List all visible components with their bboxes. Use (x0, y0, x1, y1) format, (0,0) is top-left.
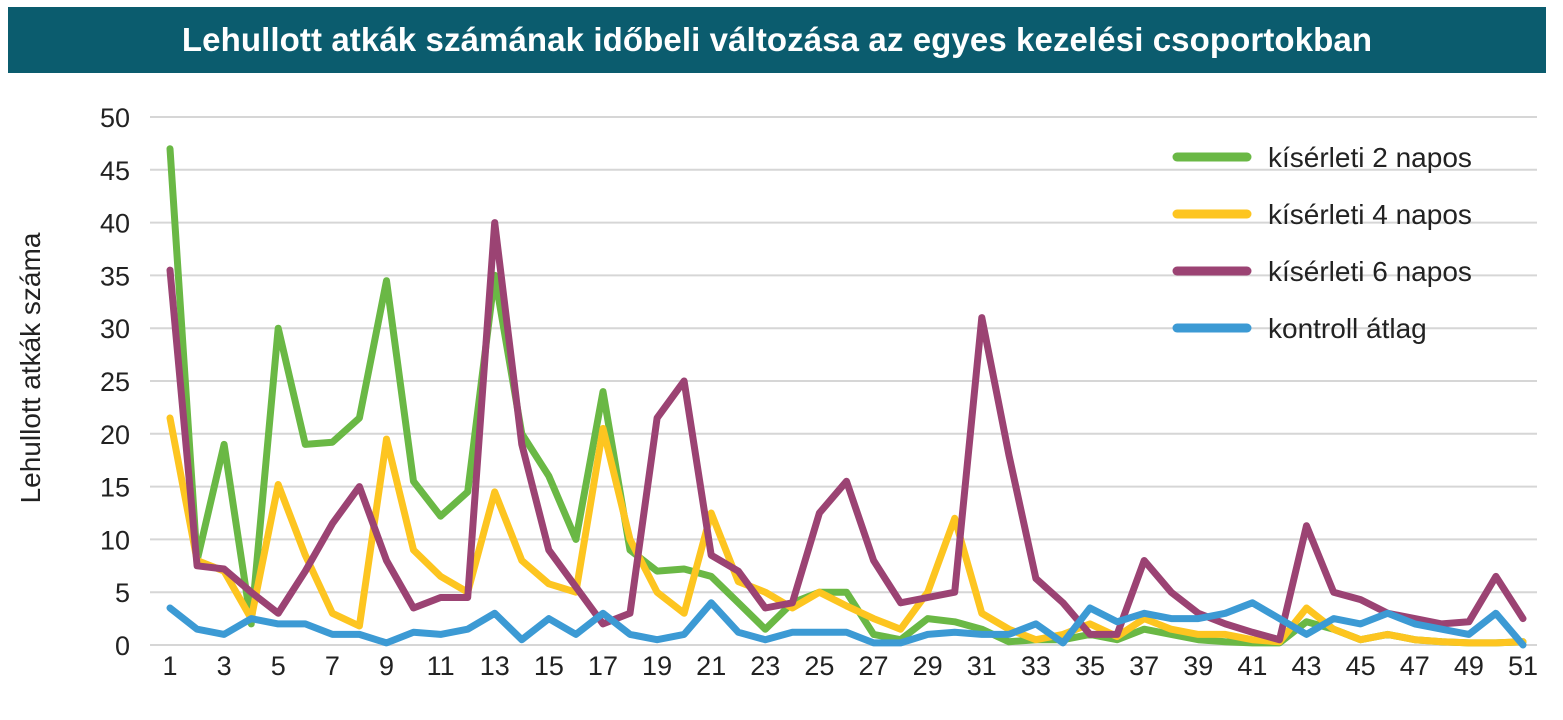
x-tick-label: 39 (1183, 651, 1213, 681)
chart-title: Lehullott atkák számának időbeli változá… (181, 21, 1373, 58)
x-tick-label: 41 (1237, 651, 1267, 681)
x-tick-label: 25 (804, 651, 834, 681)
x-tick-label: 23 (750, 651, 780, 681)
x-tick-label: 35 (1075, 651, 1105, 681)
y-tick-label: 15 (100, 473, 130, 503)
y-axis-ticks: 0 5 10 15 20 25 30 35 40 45 50 (100, 103, 130, 661)
y-tick-label: 25 (100, 367, 130, 397)
y-axis-label: Lehullott atkák száma (15, 232, 46, 503)
y-tick-label: 5 (115, 578, 130, 608)
x-tick-label: 21 (696, 651, 726, 681)
x-tick-label: 49 (1454, 651, 1484, 681)
x-tick-label: 27 (859, 651, 889, 681)
x-tick-label: 17 (588, 651, 618, 681)
x-tick-label: 47 (1400, 651, 1430, 681)
x-tick-label: 3 (217, 651, 232, 681)
x-tick-label: 43 (1291, 651, 1321, 681)
y-tick-label: 40 (100, 209, 130, 239)
legend: kísérleti 2 napos kísérleti 4 napos kísérl… (1172, 142, 1472, 344)
y-tick-label: 50 (100, 103, 130, 133)
legend-label: kísérleti 4 napos (1268, 199, 1472, 230)
legend-label: kontroll átlag (1268, 313, 1427, 344)
y-tick-label: 10 (100, 525, 130, 555)
y-tick-label: 45 (100, 156, 130, 186)
legend-label: kísérleti 6 napos (1268, 256, 1472, 287)
x-tick-label: 45 (1346, 651, 1376, 681)
x-tick-label: 31 (967, 651, 997, 681)
x-axis-ticks: 1 3 5 7 9 11 13 15 17 19 21 23 25 27 29 31 33 35 37 39 41 43 4… (162, 651, 1538, 681)
x-tick-label: 15 (534, 651, 564, 681)
x-tick-label: 37 (1129, 651, 1159, 681)
x-tick-label: 51 (1508, 651, 1538, 681)
grid-lines (150, 116, 1537, 646)
y-tick-label: 35 (100, 261, 130, 291)
x-tick-label: 13 (480, 651, 510, 681)
x-tick-label: 7 (325, 651, 340, 681)
x-tick-label: 11 (427, 651, 455, 681)
x-tick-label: 29 (913, 651, 943, 681)
x-tick-label: 9 (379, 651, 394, 681)
y-tick-label: 30 (100, 314, 130, 344)
chart-title-bar: Lehullott atkák számának időbeli változá… (8, 7, 1546, 73)
series-lines (166, 145, 1527, 649)
x-tick-label: 1 (162, 651, 177, 681)
series-line-2 (166, 414, 1527, 647)
x-tick-label: 33 (1021, 651, 1051, 681)
x-tick-label: 5 (271, 651, 286, 681)
series-line-3 (166, 219, 1527, 644)
legend-label: kísérleti 2 napos (1268, 142, 1472, 173)
y-tick-label: 0 (115, 631, 130, 661)
series-line-4 (166, 599, 1527, 649)
x-tick-label: 19 (642, 651, 672, 681)
y-tick-label: 20 (100, 420, 130, 450)
